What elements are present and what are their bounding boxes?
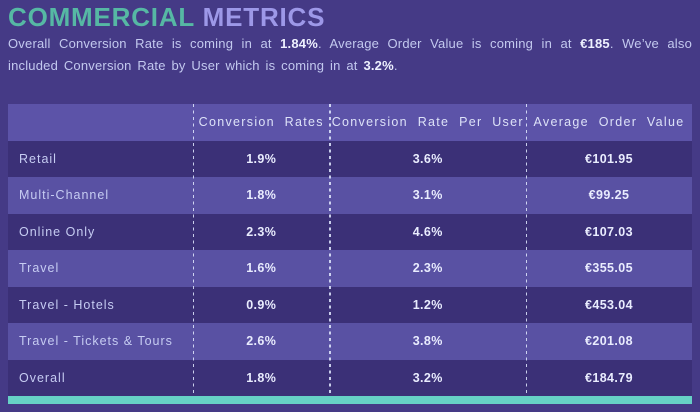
cell-average-order-value: €184.79 bbox=[585, 370, 633, 385]
table-row-retail: Retail 1.9% 3.6% €101.95 bbox=[8, 140, 692, 177]
cell-conversion-rate-per-user: 3.2% bbox=[412, 370, 443, 385]
intro-text: Overall Conversion Rate is coming in at … bbox=[8, 33, 692, 77]
intro-segment: . We’ve also included Conversion Rate by… bbox=[8, 36, 693, 73]
overall-conversion-rate-value: 1.84% bbox=[280, 36, 318, 51]
cell-conversion-rate: 1.8% bbox=[246, 188, 277, 203]
cell-conversion-rate: 1.6% bbox=[246, 261, 277, 276]
table-header-row: Conversion Rates Conversion Rate Per Use… bbox=[8, 104, 692, 141]
cell-conversion-rate: 2.6% bbox=[246, 334, 277, 349]
cell-conversion-rate-per-user: 4.6% bbox=[412, 224, 443, 239]
header-cell-conversion-rate-per-user: Conversion Rate Per User bbox=[331, 115, 524, 130]
column-divider bbox=[525, 104, 527, 396]
header-cell-conversion-rates: Conversion Rates bbox=[198, 115, 324, 130]
cell-conversion-rate: 1.9% bbox=[246, 151, 277, 166]
page-title-metrics: METRICS bbox=[202, 2, 326, 32]
cell-conversion-rate: 2.3% bbox=[246, 224, 277, 239]
cell-average-order-value: €99.25 bbox=[588, 188, 630, 203]
cell-average-order-value: €201.08 bbox=[585, 334, 633, 349]
conversion-rate-by-user-value: 3.2% bbox=[363, 58, 394, 73]
row-label: Travel - Hotels bbox=[19, 297, 115, 312]
cell-average-order-value: €453.04 bbox=[585, 297, 633, 312]
intro-segment: . bbox=[393, 58, 398, 73]
cell-average-order-value: €101.95 bbox=[585, 151, 633, 166]
column-divider bbox=[329, 104, 331, 396]
header-cell-average-order-value: Average Order Value bbox=[533, 115, 685, 130]
row-label: Online Only bbox=[19, 224, 96, 239]
page-title: COMMERCIAL METRICS bbox=[8, 2, 325, 33]
page-title-commercial: COMMERCIAL bbox=[8, 2, 195, 32]
cell-conversion-rate: 0.9% bbox=[246, 297, 277, 312]
cell-average-order-value: €355.05 bbox=[585, 261, 633, 276]
column-divider bbox=[192, 104, 194, 396]
accent-bar bbox=[8, 396, 692, 404]
cell-conversion-rate-per-user: 3.6% bbox=[412, 151, 443, 166]
row-label: Multi-Channel bbox=[19, 188, 110, 203]
cell-conversion-rate-per-user: 2.3% bbox=[412, 261, 443, 276]
row-label: Travel - Tickets & Tours bbox=[19, 334, 173, 349]
row-label: Overall bbox=[19, 370, 66, 385]
table-row-travel: Travel 1.6% 2.3% €355.05 bbox=[8, 250, 692, 287]
table-row-travel-hotels: Travel - Hotels 0.9% 1.2% €453.04 bbox=[8, 286, 692, 323]
table-row-multi-channel: Multi-Channel 1.8% 3.1% €99.25 bbox=[8, 177, 692, 214]
intro-segment: . Average Order Value is coming in at bbox=[317, 36, 581, 51]
row-label: Travel bbox=[19, 261, 60, 276]
cell-conversion-rate: 1.8% bbox=[246, 370, 277, 385]
table-row-online-only: Online Only 2.3% 4.6% €107.03 bbox=[8, 213, 692, 250]
header-cell-empty bbox=[8, 104, 193, 141]
row-label: Retail bbox=[19, 151, 57, 166]
table-row-overall: Overall 1.8% 3.2% €184.79 bbox=[8, 359, 692, 396]
cell-conversion-rate-per-user: 3.1% bbox=[412, 188, 443, 203]
metrics-table: Conversion Rates Conversion Rate Per Use… bbox=[8, 104, 692, 396]
cell-conversion-rate-per-user: 3.8% bbox=[412, 334, 443, 349]
table-row-travel-tickets-tours: Travel - Tickets & Tours 2.6% 3.8% €201.… bbox=[8, 323, 692, 360]
cell-average-order-value: €107.03 bbox=[585, 224, 633, 239]
average-order-value: €185 bbox=[580, 36, 610, 51]
cell-conversion-rate-per-user: 1.2% bbox=[412, 297, 443, 312]
intro-segment: Overall Conversion Rate is coming in at bbox=[8, 36, 281, 51]
